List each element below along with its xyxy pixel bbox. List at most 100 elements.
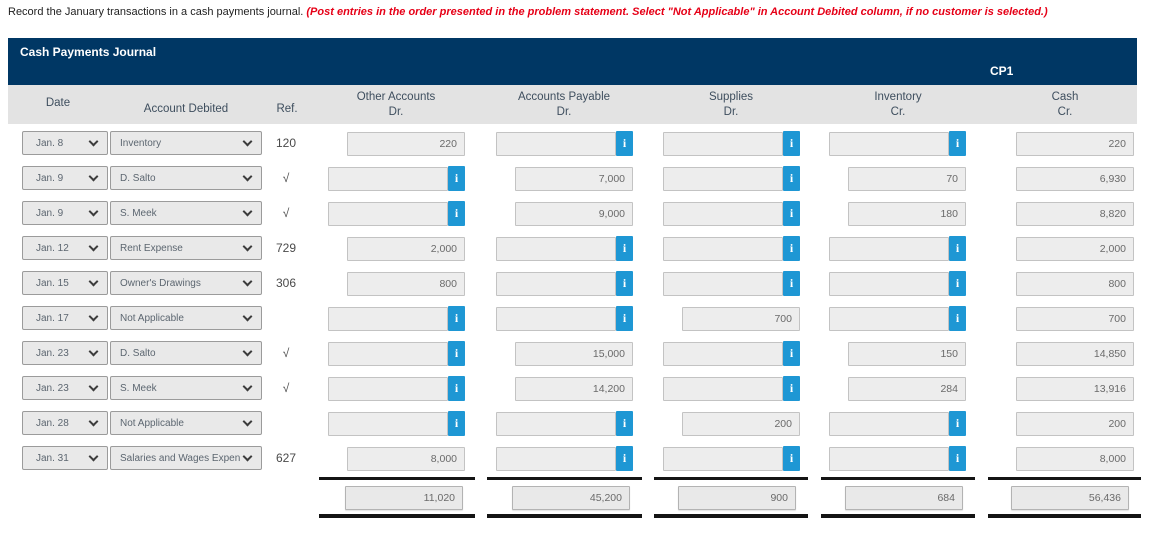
- info-icon[interactable]: i: [949, 410, 966, 436]
- cash-cr-input[interactable]: [1016, 236, 1134, 261]
- other-accounts-dr-input[interactable]: [328, 411, 448, 436]
- info-icon[interactable]: i: [949, 130, 966, 156]
- account-debited-select[interactable]: Not Applicable: [110, 411, 262, 435]
- info-icon[interactable]: i: [616, 235, 633, 261]
- accounts-payable-dr-input[interactable]: [515, 201, 633, 226]
- inventory-cr-input[interactable]: [829, 411, 949, 436]
- cash-cr-input[interactable]: [1016, 131, 1134, 156]
- accounts-payable-dr-input[interactable]: [496, 306, 616, 331]
- date-select[interactable]: Jan. 31: [22, 446, 108, 470]
- cash-cr-input[interactable]: [1016, 411, 1134, 436]
- info-icon[interactable]: i: [783, 375, 800, 401]
- accounts-payable-dr-input[interactable]: [515, 376, 633, 401]
- info-icon[interactable]: i: [616, 130, 633, 156]
- account-debited-select[interactable]: Salaries and Wages Expense: [110, 446, 262, 470]
- cash-cr-input[interactable]: [1016, 271, 1134, 296]
- supplies-dr-input[interactable]: [663, 341, 783, 366]
- info-icon[interactable]: i: [448, 410, 465, 436]
- info-icon[interactable]: i: [448, 340, 465, 366]
- date-select[interactable]: Jan. 9: [22, 201, 108, 225]
- info-icon[interactable]: i: [616, 410, 633, 436]
- inventory-cr-input[interactable]: [829, 131, 949, 156]
- cash-cr-input[interactable]: [1016, 201, 1134, 226]
- supplies-dr-input[interactable]: [663, 236, 783, 261]
- supplies-dr-input[interactable]: [663, 201, 783, 226]
- cash-cr-input[interactable]: [1016, 446, 1134, 471]
- supplies-dr-input[interactable]: [663, 446, 783, 471]
- accounts-payable-dr-input[interactable]: [496, 411, 616, 436]
- other-accounts-total-input[interactable]: [345, 486, 463, 510]
- account-debited-select[interactable]: Rent Expense: [110, 236, 262, 260]
- accounts-payable-dr-input[interactable]: [515, 166, 633, 191]
- inventory-total-input[interactable]: [845, 486, 963, 510]
- cash-cr-input[interactable]: [1016, 376, 1134, 401]
- info-icon[interactable]: i: [783, 270, 800, 296]
- info-icon[interactable]: i: [616, 305, 633, 331]
- date-select[interactable]: Jan. 9: [22, 166, 108, 190]
- accounts-payable-dr-input[interactable]: [496, 131, 616, 156]
- inventory-cr-input[interactable]: [848, 341, 966, 366]
- accounts-payable-dr-input[interactable]: [496, 236, 616, 261]
- date-select[interactable]: Jan. 17: [22, 306, 108, 330]
- cash-cr-input[interactable]: [1016, 166, 1134, 191]
- supplies-dr-input[interactable]: [663, 166, 783, 191]
- other-accounts-dr-input[interactable]: [347, 131, 465, 156]
- other-accounts-dr-input[interactable]: [328, 201, 448, 226]
- date-select[interactable]: Jan. 15: [22, 271, 108, 295]
- info-icon[interactable]: i: [448, 200, 465, 226]
- date-select[interactable]: Jan. 8: [22, 131, 108, 155]
- cash-cr-input[interactable]: [1016, 306, 1134, 331]
- account-debited-select[interactable]: S. Meek: [110, 201, 262, 225]
- info-icon[interactable]: i: [783, 340, 800, 366]
- account-debited-select[interactable]: D. Salto: [110, 341, 262, 365]
- info-icon[interactable]: i: [949, 235, 966, 261]
- supplies-dr-input[interactable]: [682, 411, 800, 436]
- account-debited-select[interactable]: Owner's Drawings: [110, 271, 262, 295]
- info-icon[interactable]: i: [448, 165, 465, 191]
- other-accounts-dr-input[interactable]: [328, 166, 448, 191]
- date-select[interactable]: Jan. 23: [22, 341, 108, 365]
- info-icon[interactable]: i: [448, 305, 465, 331]
- info-icon[interactable]: i: [448, 375, 465, 401]
- supplies-dr-input[interactable]: [682, 306, 800, 331]
- other-accounts-dr-input[interactable]: [328, 341, 448, 366]
- other-accounts-dr-input[interactable]: [328, 306, 448, 331]
- inventory-cr-input[interactable]: [829, 306, 949, 331]
- info-icon[interactable]: i: [616, 445, 633, 471]
- info-icon[interactable]: i: [783, 200, 800, 226]
- other-accounts-dr-input[interactable]: [347, 236, 465, 261]
- account-debited-select[interactable]: D. Salto: [110, 166, 262, 190]
- supplies-dr-input[interactable]: [663, 271, 783, 296]
- other-accounts-dr-input[interactable]: [328, 376, 448, 401]
- cash-total-input[interactable]: [1011, 486, 1129, 510]
- info-icon[interactable]: i: [783, 130, 800, 156]
- date-select[interactable]: Jan. 23: [22, 376, 108, 400]
- inventory-cr-input[interactable]: [829, 446, 949, 471]
- other-accounts-dr-input[interactable]: [347, 446, 465, 471]
- account-debited-select[interactable]: S. Meek: [110, 376, 262, 400]
- info-icon[interactable]: i: [949, 270, 966, 296]
- info-icon[interactable]: i: [949, 305, 966, 331]
- inventory-cr-input[interactable]: [848, 376, 966, 401]
- accounts-payable-dr-input[interactable]: [496, 271, 616, 296]
- date-select[interactable]: Jan. 12: [22, 236, 108, 260]
- other-accounts-dr-input[interactable]: [347, 271, 465, 296]
- accounts-payable-dr-input[interactable]: [496, 446, 616, 471]
- info-icon[interactable]: i: [783, 445, 800, 471]
- inventory-cr-input[interactable]: [848, 166, 966, 191]
- accounts-payable-dr-input[interactable]: [515, 341, 633, 366]
- date-select[interactable]: Jan. 28: [22, 411, 108, 435]
- accounts-payable-total-input[interactable]: [512, 486, 630, 510]
- supplies-dr-input[interactable]: [663, 376, 783, 401]
- cash-cr-input[interactable]: [1016, 341, 1134, 366]
- info-icon[interactable]: i: [783, 235, 800, 261]
- inventory-cr-input[interactable]: [848, 201, 966, 226]
- account-debited-select[interactable]: Not Applicable: [110, 306, 262, 330]
- account-debited-select[interactable]: Inventory: [110, 131, 262, 155]
- info-icon[interactable]: i: [783, 165, 800, 191]
- info-icon[interactable]: i: [949, 445, 966, 471]
- supplies-total-input[interactable]: [678, 486, 796, 510]
- inventory-cr-input[interactable]: [829, 236, 949, 261]
- inventory-cr-input[interactable]: [829, 271, 949, 296]
- info-icon[interactable]: i: [616, 270, 633, 296]
